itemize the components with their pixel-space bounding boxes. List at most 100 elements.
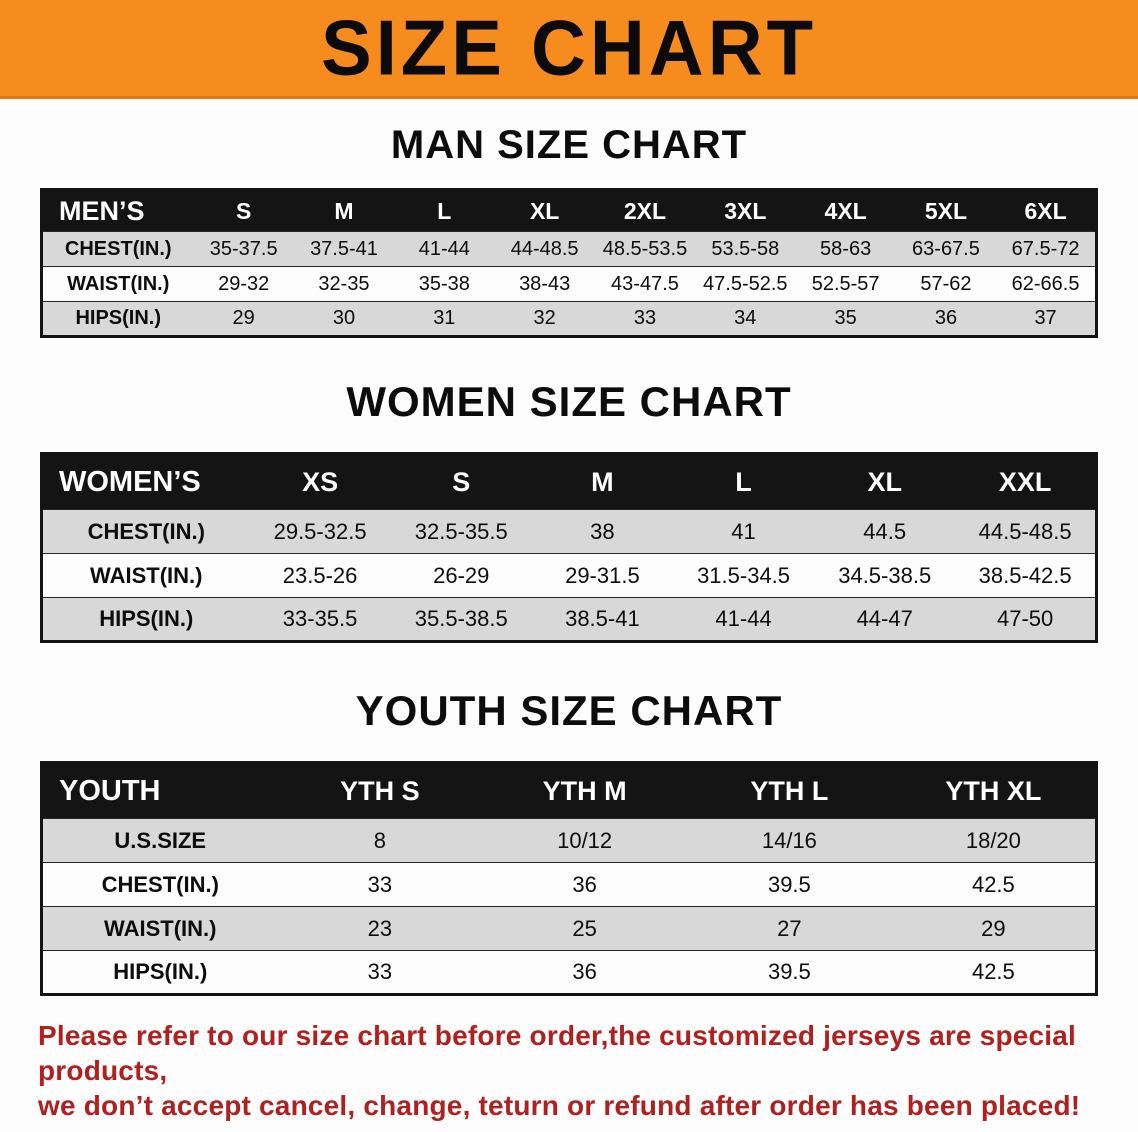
size-value-cell: 41 — [672, 509, 815, 554]
row-label: CHEST(IN.) — [41, 509, 250, 554]
table-corner-label: MEN’S — [41, 189, 194, 232]
size-column-header: M — [293, 189, 395, 232]
table-row: WAIST(IN.) 29-32 32-35 35-38 38-43 43-47.5 47.… — [41, 266, 1097, 302]
row-label: WAIST(IN.) — [41, 553, 250, 598]
size-column-header: XL — [814, 453, 956, 510]
size-value-cell: 35 — [795, 301, 896, 337]
row-label: WAIST(IN.) — [41, 906, 278, 951]
row-label: WAIST(IN.) — [41, 266, 194, 302]
row-label: CHEST(IN.) — [41, 862, 278, 907]
table-row: WAIST(IN.) 23.5-26 26-29 29-31.5 31.5-34.5 34… — [41, 553, 1097, 598]
size-value-cell: 36 — [895, 301, 997, 337]
size-value-cell: 47-50 — [955, 597, 1097, 642]
size-value-cell: 44-47 — [814, 597, 956, 642]
size-value-cell: 44.5 — [814, 509, 956, 554]
size-column-header: M — [531, 453, 673, 510]
note-line-2: we don’t accept cancel, change, teturn o… — [38, 1090, 1081, 1121]
section-youth: YOUTH SIZE CHART YOUTH YTH S YTH M YTH L YTH… — [0, 687, 1138, 996]
table-header-row: WOMEN’S XS S M L XL XXL — [41, 453, 1097, 510]
row-label: HIPS(IN.) — [41, 301, 194, 337]
size-value-cell: 42.5 — [891, 950, 1097, 995]
size-value-cell: 14/16 — [687, 818, 892, 863]
section-title-youth: YOUTH SIZE CHART — [355, 687, 783, 734]
size-value-cell: 41-44 — [394, 231, 495, 267]
size-value-cell: 31.5-34.5 — [672, 553, 815, 598]
size-value-cell: 63-67.5 — [895, 231, 997, 267]
size-value-cell: 35.5-38.5 — [390, 597, 532, 642]
size-value-cell: 29 — [891, 906, 1097, 951]
size-value-cell: 10/12 — [482, 818, 687, 863]
section-women: WOMEN SIZE CHART WOMEN’S XS S M L XL XXL CHEST(… — [0, 378, 1138, 643]
size-value-cell: 58-63 — [795, 231, 896, 267]
size-value-cell: 33 — [594, 301, 696, 337]
size-value-cell: 57-62 — [895, 266, 997, 302]
size-value-cell: 42.5 — [891, 862, 1097, 907]
youth-size-table: YOUTH YTH S YTH M YTH L YTH XL U.S.SIZE 8 10/12… — [40, 761, 1098, 996]
size-value-cell: 26-29 — [390, 553, 532, 598]
size-value-cell: 29-32 — [193, 266, 294, 302]
banner-title: SIZE CHART — [321, 4, 817, 92]
size-value-cell: 37.5-41 — [293, 231, 395, 267]
section-title-men: MAN SIZE CHART — [390, 123, 748, 167]
size-value-cell: 44-48.5 — [494, 231, 595, 267]
size-value-cell: 30 — [293, 301, 395, 337]
size-value-cell: 32.5-35.5 — [390, 509, 532, 554]
size-value-cell: 35-37.5 — [193, 231, 294, 267]
size-column-header: L — [394, 189, 495, 232]
size-value-cell: 62-66.5 — [996, 266, 1097, 302]
size-value-cell: 43-47.5 — [594, 266, 696, 302]
table-row: HIPS(IN.) 33-35.5 35.5-38.5 38.5-41 41-44 44-… — [41, 597, 1097, 642]
size-value-cell: 32-35 — [293, 266, 395, 302]
size-value-cell: 48.5-53.5 — [594, 231, 696, 267]
size-value-cell: 27 — [687, 906, 892, 951]
table-header-row: YOUTH YTH S YTH M YTH L YTH XL — [41, 762, 1097, 819]
table-header-row: MEN’S S M L XL 2XL 3XL 4XL 5XL 6XL — [41, 189, 1097, 232]
size-column-header: YTH L — [687, 762, 892, 819]
table-row: WAIST(IN.) 23 25 27 29 — [41, 906, 1097, 951]
size-value-cell: 37 — [996, 301, 1097, 337]
size-column-header: 6XL — [996, 189, 1097, 232]
table-corner-label: YOUTH — [41, 762, 278, 819]
size-value-cell: 38.5-42.5 — [955, 553, 1097, 598]
size-value-cell: 29 — [193, 301, 294, 337]
size-column-header: XS — [249, 453, 391, 510]
size-value-cell: 53.5-58 — [695, 231, 796, 267]
size-column-header: L — [672, 453, 815, 510]
table-row: CHEST(IN.) 33 36 39.5 42.5 — [41, 862, 1097, 907]
row-label: CHEST(IN.) — [41, 231, 194, 267]
order-note: Please refer to our size chart before or… — [38, 1018, 1100, 1123]
size-value-cell: 23 — [277, 906, 483, 951]
size-value-cell: 67.5-72 — [996, 231, 1097, 267]
size-value-cell: 38 — [531, 509, 673, 554]
size-value-cell: 52.5-57 — [795, 266, 896, 302]
women-size-table: WOMEN’S XS S M L XL XXL CHEST(IN.) 29.5-32.5 32.5… — [40, 452, 1098, 643]
note-line-1: Please refer to our size chart before or… — [38, 1020, 1077, 1086]
size-value-cell: 38-43 — [494, 266, 595, 302]
size-value-cell: 35-38 — [394, 266, 495, 302]
size-value-cell: 38.5-41 — [531, 597, 673, 642]
size-value-cell: 18/20 — [891, 818, 1097, 863]
table-row: CHEST(IN.) 29.5-32.5 32.5-35.5 38 41 44.5 44.5… — [41, 509, 1097, 554]
size-value-cell: 36 — [482, 862, 687, 907]
size-column-header: XXL — [955, 453, 1097, 510]
size-column-header: S — [193, 189, 294, 232]
size-column-header: S — [390, 453, 532, 510]
size-value-cell: 41-44 — [672, 597, 815, 642]
row-label: U.S.SIZE — [41, 818, 278, 863]
size-column-header: 4XL — [795, 189, 896, 232]
size-value-cell: 33 — [277, 862, 483, 907]
size-column-header: YTH M — [482, 762, 687, 819]
row-label: HIPS(IN.) — [41, 950, 278, 995]
table-row: HIPS(IN.) 33 36 39.5 42.5 — [41, 950, 1097, 995]
table-row: CHEST(IN.) 35-37.5 37.5-41 41-44 44-48.5 48.5… — [41, 231, 1097, 267]
table-corner-label: WOMEN’S — [41, 453, 250, 510]
size-value-cell: 29.5-32.5 — [249, 509, 391, 554]
row-label: HIPS(IN.) — [41, 597, 250, 642]
size-column-header: YTH XL — [891, 762, 1097, 819]
size-value-cell: 33-35.5 — [249, 597, 391, 642]
size-value-cell: 36 — [482, 950, 687, 995]
size-value-cell: 33 — [277, 950, 483, 995]
size-value-cell: 39.5 — [687, 950, 892, 995]
table-row: HIPS(IN.) 29 30 31 32 33 34 35 36 37 — [41, 301, 1097, 337]
